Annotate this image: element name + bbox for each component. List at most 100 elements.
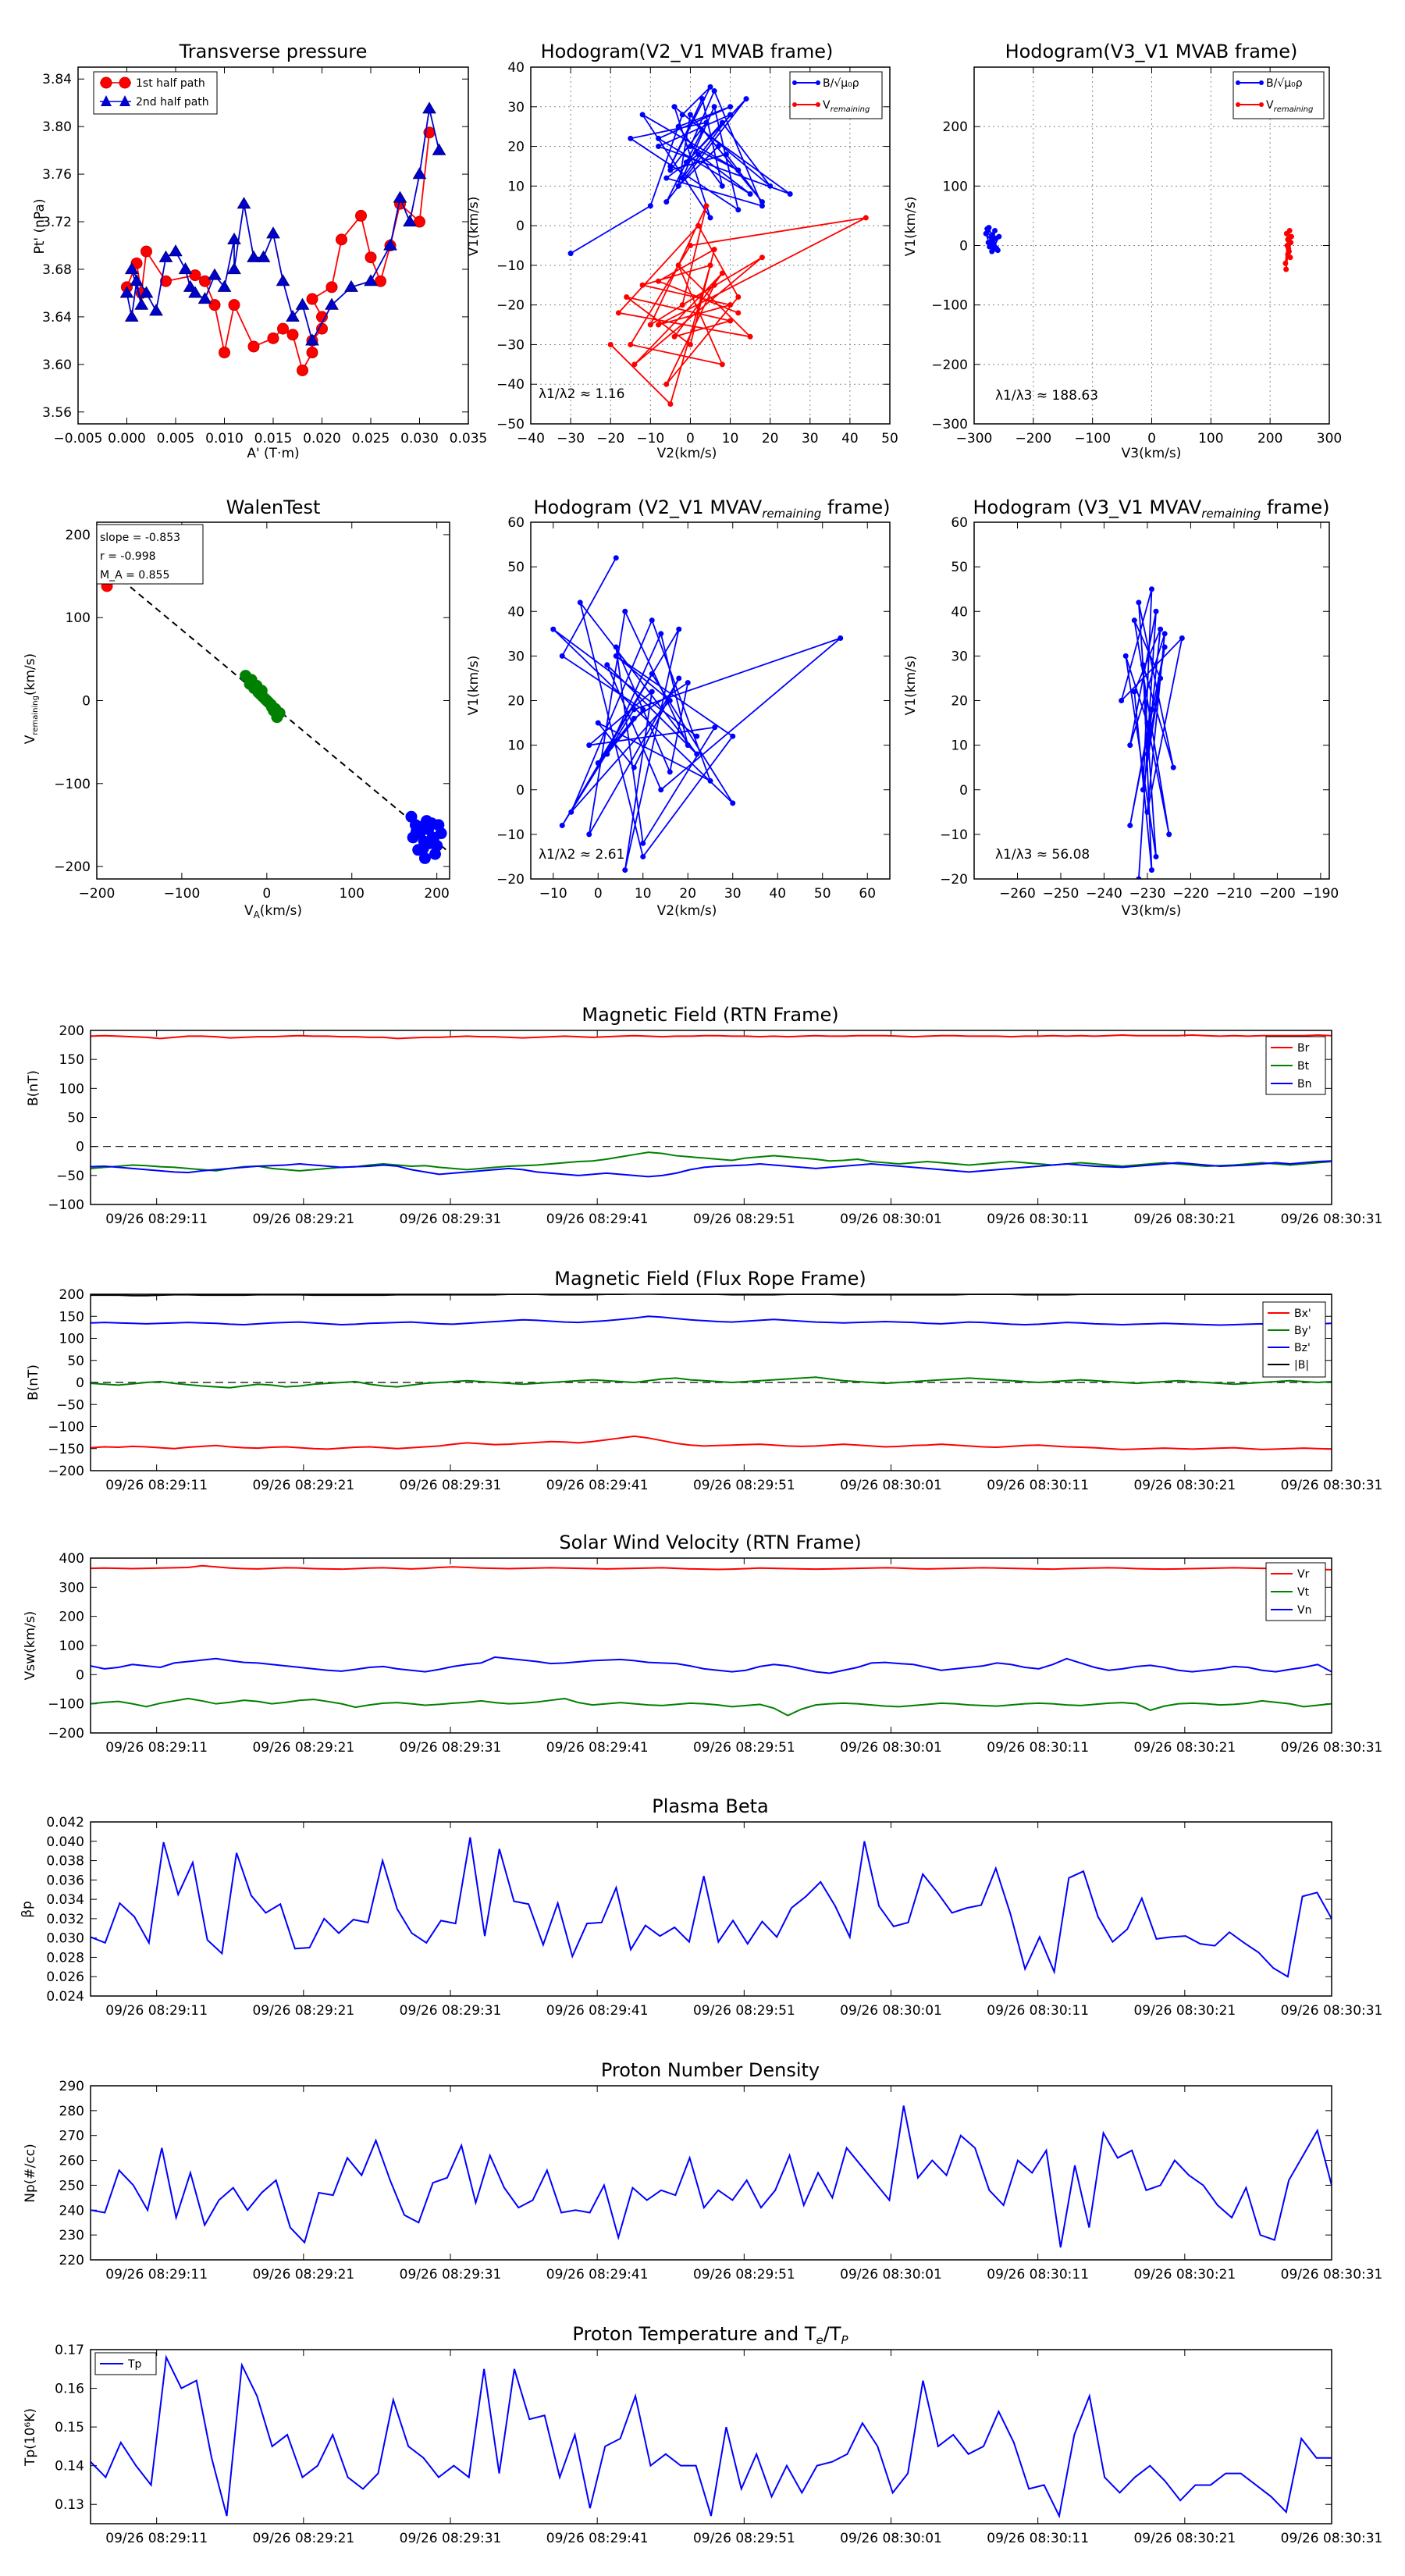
hodoAB13-series-1-point-7 [1286,227,1293,233]
beta-xtick-label-4: 09/26 08:29:51 [693,2003,795,2019]
pt-series-1-point-15 [227,232,241,244]
hodoAB-series-0-point-33 [703,119,710,126]
vsw-xtick-label-6: 09/26 08:30:11 [987,1740,1089,1756]
pt-series-1-point-29 [393,190,407,203]
np-xtick-label-2: 09/26 08:29:31 [400,2267,502,2282]
brtn-xtick-label-4: 09/26 08:29:51 [693,1212,795,1227]
hodoAV13-series-0-point-5 [1179,635,1185,642]
np-xtick-label-3: 09/26 08:29:41 [546,2267,649,2282]
hodoAB13-series-0-point-14 [991,246,998,252]
pt-ytick-label-0: 3.56 [42,405,72,421]
hodoAV-series-0-point-2 [640,706,646,713]
beta-ytick-label-5: 0.034 [46,1892,84,1908]
vsw-series-0-line [91,1564,1332,1571]
hodoAV13-series-0-point-3 [1161,631,1168,637]
hodoAV-series-0-point-3 [604,751,610,757]
hodoAB-series-0-point-37 [687,112,693,118]
hodoAV-series-0-point-39 [694,733,700,739]
pt-series-1-point-30 [403,215,417,227]
walen-xtick-label-2: 0 [262,886,271,902]
vsw-ylabel: Vsw(km/s) [23,1611,38,1681]
pt-series-1-point-17 [237,197,251,209]
vsw-legend-vr: Vr [1297,1568,1310,1581]
hodoAB13-series-1-point-8 [1283,266,1289,272]
hodoAV13-xtick-label-2: −240 [1086,886,1122,902]
hodogram-v3v1-mvab-plot: −300 −200 −100 0 100 200 300 −300 −200 −100 0 100 20… [931,66,1342,447]
beta-title: Plasma Beta [652,1795,768,1817]
hodoAB-grid [531,67,890,424]
pt-series-1-point-12 [197,292,212,304]
pt-series-1-point-11 [188,286,202,298]
hodoAV-xtick-label-0: −10 [539,886,567,902]
hodoAV-xtick-label-2: 10 [635,886,652,902]
vsw-ytick-label-6: 400 [59,1551,84,1567]
walen-series-2-point-10 [429,848,441,860]
hodoAB13-series-0-point-7 [992,227,998,233]
brtn-series-group [91,1034,1332,1178]
hodoAV-series-0-point-0 [613,555,619,561]
beta-ytick-label-1: 0.026 [46,1969,84,1985]
walen-series-0-point-0 [83,547,94,558]
hodoAV13-xtick-label-6: −200 [1259,886,1296,902]
beta-ytick-label-4: 0.032 [46,1912,84,1927]
hodoAV13-xtick-label-1: −250 [1043,886,1080,902]
beta-ytick-label-3: 0.030 [46,1931,84,1947]
walen-series-2-point-18 [417,842,429,855]
hodoAB-series-0-point-9 [656,135,662,141]
pt-ylabel: Pt' (nPa) [32,199,48,254]
bfr-legend-by: By' [1294,1325,1311,1337]
hodoAB-series-0-point-23 [743,96,749,102]
hodoAV-series-0-point-12 [649,617,655,624]
bfr-ytick-label-4: 0 [76,1375,84,1391]
vsw-xtick-label-4: 09/26 08:29:51 [693,1740,795,1756]
walen-ytick-label-4: 200 [66,528,91,543]
hodoAB-series-0-point-30 [711,104,717,110]
pt-series-1-point-14 [217,279,232,292]
hodoAB-series-0-point-32 [628,135,634,141]
tp-ytick-label-1: 0.14 [55,2459,84,2475]
pt-series-0-point-22 [355,209,367,222]
brtn-xtick-label-7: 09/26 08:30:21 [1133,1212,1236,1227]
hodoAB-series-1-point-8 [628,341,634,347]
hodoAV13-series-0-point-19 [1131,688,1137,695]
hodoAV13-series-0-point-9 [1158,675,1164,681]
hodoAV13-xtick-label-3: −230 [1129,886,1166,902]
walen-xtick-label-3: 100 [340,886,365,902]
hodoAB-series-0-point-0 [567,251,574,257]
tp-ytick-label-4: 0.17 [55,2343,84,2358]
walen-series-group [83,547,447,864]
pt-series-1-point-2 [130,274,144,286]
np-xtick-label-4: 09/26 08:29:51 [693,2267,795,2282]
vsw-xtick-label-8: 09/26 08:30:31 [1281,1740,1383,1756]
hodoAV13-series-0-point-13 [1122,653,1129,659]
hodoAB-series-0-point-2 [679,112,685,118]
bfr-xtick-label-7: 09/26 08:30:21 [1133,1478,1236,1493]
tp-ytick-label-2: 0.15 [55,2420,84,2435]
walen-ytick-label-3: 100 [66,610,91,626]
pt-ytick-label-7: 3.84 [42,72,72,87]
hodoAB-series-0-point-25 [699,127,706,133]
bfr-series-1-line [91,1376,1332,1389]
tp-ytick-label-3: 0.16 [55,2382,84,2397]
beta-ylabel: βp [20,1901,35,1918]
pt-series-0-point-21 [336,233,347,246]
hodoAV13-xtick-label-5: −210 [1216,886,1253,902]
hodoAV-ytick-label-6: 40 [507,604,525,620]
hodoAB13-series-0-point-13 [984,226,991,232]
hodoAB13-series-0-point-12 [993,235,999,241]
tp-plot: 0.13 0.14 0.15 0.16 0.17 09/26 08:29:11 09/26 … [55,2343,1382,2546]
hodoAV13-series-0-point-15 [1136,600,1142,606]
hodoAB-series-1-point-23 [671,333,678,340]
hodoAB-series-0-point-35 [723,151,729,158]
hodoAB-ytick-label-0: −50 [496,417,525,432]
bfr-ytick-label-1: −150 [48,1442,84,1457]
beta-series-0-line [91,1837,1332,1978]
bfr-series-group [91,1294,1332,1450]
brtn-legend-bn: Bn [1297,1078,1311,1091]
hodoAV-series-0-point-8 [676,675,682,681]
hodo-av-xlabel: V2(km/s) [657,903,717,919]
hodoAB-ytick-label-8: 30 [507,100,525,116]
pt-legend-1st: 1st half path [136,77,205,90]
hodoAB-xtick-label-2: −20 [596,431,624,447]
np-ytick-label-4: 260 [59,2154,84,2169]
